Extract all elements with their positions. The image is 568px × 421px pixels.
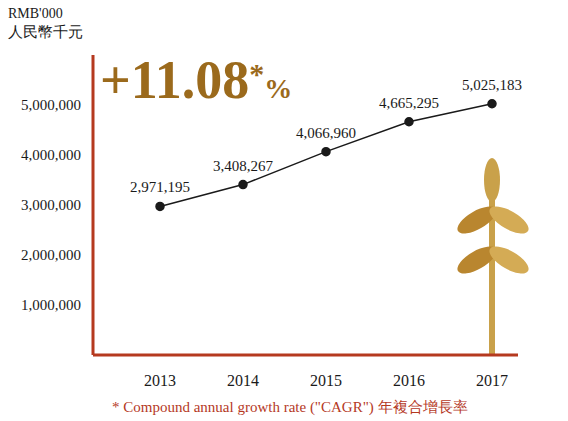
svg-text:5,025,183: 5,025,183: [462, 77, 522, 93]
svg-text:4,665,295: 4,665,295: [379, 95, 439, 111]
svg-text:2016: 2016: [393, 372, 425, 389]
html-text:RMB'000: RMB'000: [8, 6, 63, 21]
svg-text:2017: 2017: [476, 372, 508, 389]
svg-text:2,000,000: 2,000,000: [21, 247, 81, 263]
svg-text:4,066,960: 4,066,960: [296, 125, 356, 141]
html-text:人民幣千元: 人民幣千元: [8, 24, 83, 40]
svg-text:3,408,267: 3,408,267: [213, 158, 274, 174]
svg-text:2014: 2014: [227, 372, 259, 389]
svg-text:3,000,000: 3,000,000: [21, 197, 81, 213]
svg-text:4,000,000: 4,000,000: [21, 147, 81, 163]
svg-text:1,000,000: 1,000,000: [21, 297, 81, 313]
svg-text:2,971,195: 2,971,195: [130, 179, 190, 195]
svg-text:5,000,000: 5,000,000: [21, 97, 81, 113]
svg-text:2015: 2015: [310, 372, 342, 389]
svg-text:2013: 2013: [144, 372, 176, 389]
html-text:+11.08*%: +11.08*%: [100, 50, 293, 110]
html-text:* Compound annual growth rate: * Compound annual growth rate ("CAGR") 年…: [112, 399, 468, 415]
